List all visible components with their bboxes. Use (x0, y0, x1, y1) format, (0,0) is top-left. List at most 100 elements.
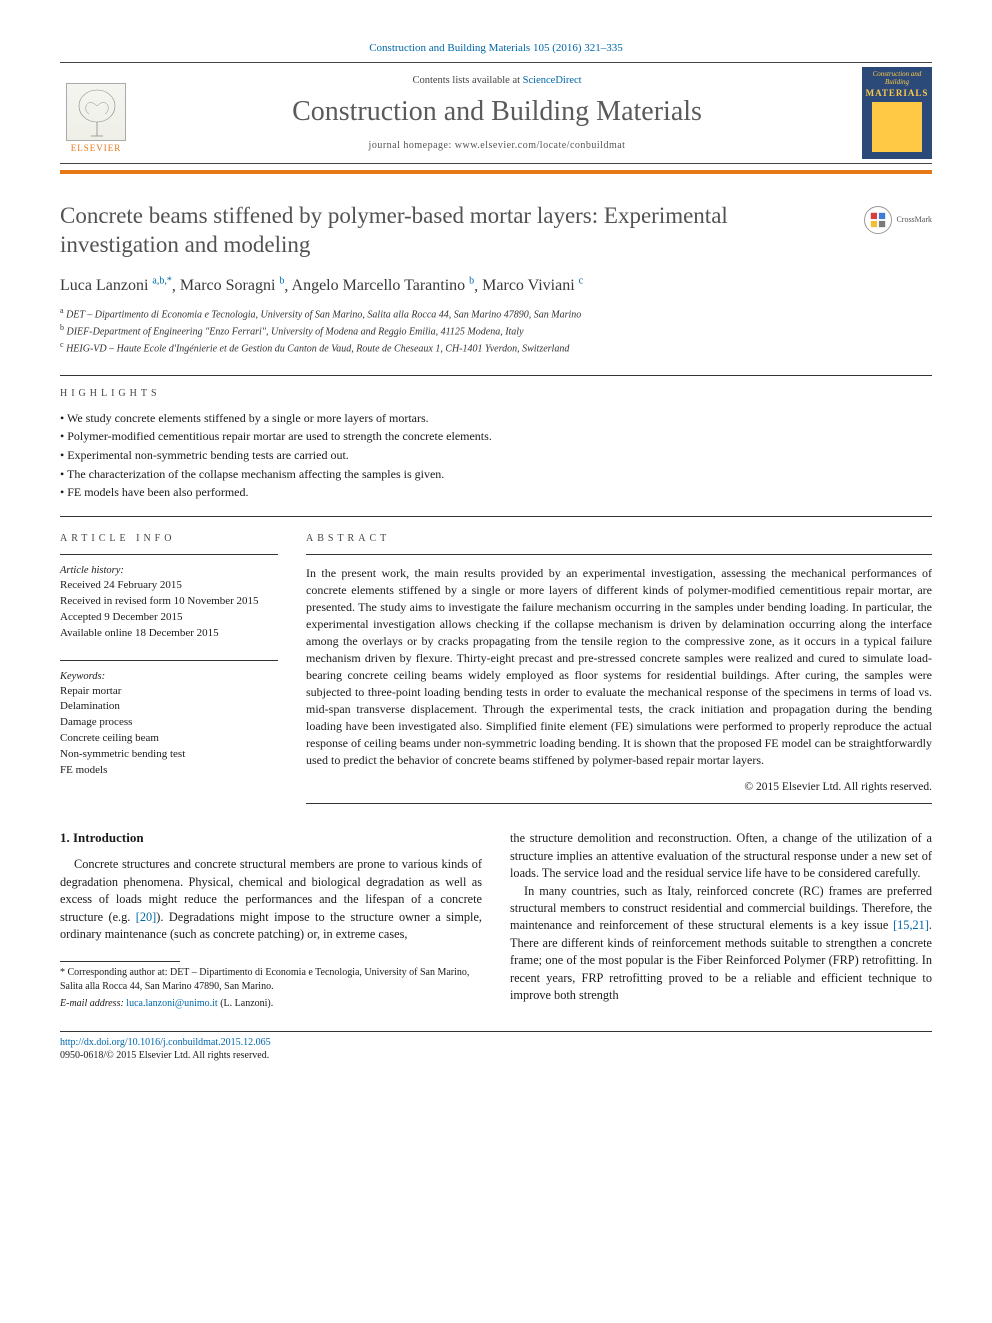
keyword-item: Damage process (60, 715, 278, 731)
history-item: Available online 18 December 2015 (60, 626, 278, 642)
author-1-aff: a,b,* (152, 276, 171, 287)
aff-c-sup: c (60, 340, 64, 349)
journal-cover-thumbnail: Construction and Building MATERIALS (862, 67, 932, 159)
abstract-column: ABSTRACT In the present work, the main r… (306, 521, 932, 804)
highlight-item: The characterization of the collapse mec… (60, 465, 932, 484)
crossmark-badge[interactable]: CrossMark (864, 206, 932, 234)
keywords-list: Repair mortar Delamination Damage proces… (60, 684, 278, 780)
history-item: Received 24 February 2015 (60, 578, 278, 594)
aff-a-text: DET – Dipartimento di Economia e Tecnolo… (66, 309, 581, 320)
history-item: Accepted 9 December 2015 (60, 610, 278, 626)
contents-prefix: Contents lists available at (412, 75, 522, 86)
sciencedirect-link[interactable]: ScienceDirect (523, 75, 582, 86)
homepage-prefix: journal homepage: (369, 140, 455, 151)
cover-subtitle: Construction and Building (866, 71, 928, 86)
top-citation: Construction and Building Materials 105 … (60, 42, 932, 54)
divider (306, 803, 932, 804)
author-2-name: Marco Soragni (180, 277, 276, 294)
highlight-item: Polymer-modified cementitious repair mor… (60, 427, 932, 446)
divider (60, 660, 278, 661)
article-info-left: ARTICLE INFO Article history: Received 2… (60, 521, 278, 804)
author-3-aff: b (469, 276, 474, 287)
intro-p1: Concrete structures and concrete structu… (60, 856, 482, 943)
journal-header: ELSEVIER Contents lists available at Sci… (60, 62, 932, 164)
author-4-name: Marco Viviani (482, 277, 575, 294)
divider (60, 554, 278, 555)
highlight-item: Experimental non-symmetric bending tests… (60, 446, 932, 465)
author-4-aff: c (579, 276, 583, 287)
highlights-heading: HIGHLIGHTS (60, 388, 932, 399)
journal-title: Construction and Building Materials (146, 96, 848, 128)
doi-link[interactable]: http://dx.doi.org/10.1016/j.conbuildmat.… (60, 1037, 271, 1048)
intro-p-col2-1: the structure demolition and reconstruct… (510, 830, 932, 882)
author-3[interactable]: Angelo Marcello Tarantino b (292, 277, 475, 294)
ref-link-20[interactable]: [20] (136, 910, 157, 924)
affiliation-c: c HEIG-VD – Haute Ecole d'Ingénierie et … (60, 339, 932, 356)
author-1[interactable]: Luca Lanzoni a,b,* (60, 277, 172, 294)
keyword-item: Repair mortar (60, 684, 278, 700)
highlight-item: We study concrete elements stiffened by … (60, 409, 932, 428)
ref-link-15-21[interactable]: [15,21] (893, 918, 929, 932)
affiliation-b: b DIEF-Department of Engineering "Enzo F… (60, 322, 932, 339)
abstract-heading: ABSTRACT (306, 533, 932, 544)
cover-title: MATERIALS (866, 88, 929, 98)
cover-image-placeholder (872, 102, 922, 152)
elsevier-label: ELSEVIER (71, 143, 122, 153)
keyword-item: FE models (60, 763, 278, 779)
email-footnote: E-mail address: luca.lanzoni@unimo.it (L… (60, 997, 482, 1011)
body-col-right: the structure demolition and reconstruct… (510, 830, 932, 1011)
page-root: Construction and Building Materials 105 … (0, 0, 992, 1093)
author-1-name: Luca Lanzoni (60, 277, 148, 294)
footnote-divider (60, 961, 180, 962)
intro-p-col2-2: In many countries, such as Italy, reinfo… (510, 883, 932, 1005)
article-title-text: Concrete beams stiffened by polymer-base… (60, 203, 728, 257)
issn-copyright-line: 0950-0618/© 2015 Elsevier Ltd. All right… (60, 1050, 269, 1061)
article-title: Concrete beams stiffened by polymer-base… (60, 202, 932, 260)
aff-b-text: DIEF-Department of Engineering "Enzo Fer… (67, 326, 524, 337)
divider (306, 554, 932, 555)
affiliation-a: a DET – Dipartimento di Economia e Tecno… (60, 305, 932, 322)
history-heading: Article history: (60, 565, 278, 576)
aff-b-sup: b (60, 323, 64, 332)
elsevier-logo: ELSEVIER (60, 73, 132, 153)
aff-c-text: HEIG-VD – Haute Ecole d'Ingénierie et de… (66, 344, 569, 355)
history-list: Received 24 February 2015 Received in re… (60, 578, 278, 642)
keyword-item: Delamination (60, 699, 278, 715)
crossmark-icon (864, 206, 892, 234)
intro-p-col2-2a: In many countries, such as Italy, reinfo… (510, 884, 932, 933)
email-label: E-mail address: (60, 998, 126, 1009)
body-columns: 1. Introduction Concrete structures and … (60, 830, 932, 1011)
author-2-aff: b (279, 276, 284, 287)
corresponding-author-footnote: * Corresponding author at: DET – Diparti… (60, 966, 482, 993)
highlights-section: HIGHLIGHTS We study concrete elements st… (60, 388, 932, 502)
doi-block: http://dx.doi.org/10.1016/j.conbuildmat.… (60, 1031, 932, 1063)
abstract-text: In the present work, the main results pr… (306, 565, 932, 769)
body-col-left: 1. Introduction Concrete structures and … (60, 830, 482, 1011)
affiliations: a DET – Dipartimento di Economia e Tecno… (60, 305, 932, 357)
keyword-item: Non-symmetric bending test (60, 747, 278, 763)
article-info-heading: ARTICLE INFO (60, 533, 278, 544)
article-info-row: ARTICLE INFO Article history: Received 2… (60, 521, 932, 804)
highlight-item: FE models have been also performed. (60, 483, 932, 502)
highlights-list: We study concrete elements stiffened by … (60, 409, 932, 502)
homepage-url[interactable]: www.elsevier.com/locate/conbuildmat (455, 140, 626, 151)
divider (60, 516, 932, 517)
keyword-item: Concrete ceiling beam (60, 731, 278, 747)
author-4[interactable]: Marco Viviani c (482, 277, 583, 294)
divider (60, 375, 932, 376)
header-center: Contents lists available at ScienceDirec… (146, 75, 848, 151)
author-2[interactable]: Marco Soragni b (180, 277, 285, 294)
aff-a-sup: a (60, 306, 64, 315)
journal-homepage-line: journal homepage: www.elsevier.com/locat… (146, 140, 848, 151)
history-item: Received in revised form 10 November 201… (60, 594, 278, 610)
abstract-copyright: © 2015 Elsevier Ltd. All rights reserved… (306, 781, 932, 793)
crossmark-label: CrossMark (896, 215, 932, 225)
orange-divider (60, 170, 932, 174)
email-person: (L. Lanzoni). (218, 998, 274, 1009)
email-link[interactable]: luca.lanzoni@unimo.it (126, 998, 217, 1009)
keywords-heading: Keywords: (60, 671, 278, 682)
contents-available-line: Contents lists available at ScienceDirec… (146, 75, 848, 86)
author-3-name: Angelo Marcello Tarantino (292, 277, 466, 294)
authors-line: Luca Lanzoni a,b,*, Marco Soragni b, Ang… (60, 276, 932, 295)
elsevier-tree-icon (66, 83, 126, 141)
